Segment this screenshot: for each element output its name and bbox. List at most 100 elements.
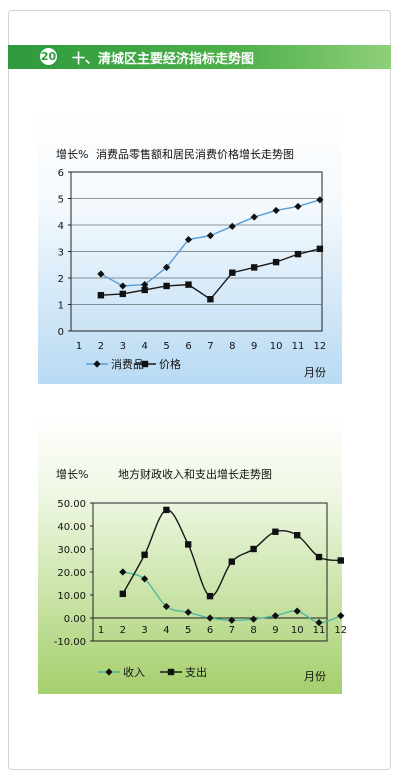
chart2-ytick-label: 10.00 (57, 591, 86, 602)
chart2-xlabel: 月份 (304, 670, 326, 683)
chart1-ytick-label: 4 (58, 221, 64, 232)
chart1-series-1-point (119, 282, 127, 290)
chart2-series-2-point (228, 558, 235, 565)
chart1-xtick-label: 4 (142, 341, 148, 352)
chart1-ytick-label: 3 (58, 248, 64, 259)
chart2-legend-2-marker (167, 668, 175, 676)
chart1-series-2-point (207, 296, 214, 303)
chart1-xtick-label: 2 (98, 341, 104, 352)
chart1-legend-1-marker (93, 360, 101, 368)
chart1-series-1-point (316, 196, 324, 204)
chart2-xtick-label: 12 (334, 625, 347, 636)
section-title: 十、清城区主要经济指标走势图 (72, 52, 255, 67)
chart2-ytick-label: -10.00 (54, 637, 86, 648)
chart2-legend-1-label: 收入 (123, 665, 145, 679)
chart2-series-2-point (315, 553, 323, 561)
chart1-xtick-label: 8 (229, 341, 235, 352)
chart2-ylabel: 增长% (56, 468, 89, 481)
chart1-series-1-point (184, 235, 193, 244)
chart1-series-2-point (316, 245, 324, 253)
chart2-series-2-point (294, 532, 301, 539)
chart2-xtick-label: 8 (250, 625, 256, 636)
chart1-xtick-label: 5 (163, 341, 169, 352)
chart1-ytick-label: 2 (58, 274, 64, 285)
chart1-legend-2-marker (141, 360, 149, 368)
chart2-ytick-label: 40.00 (57, 522, 86, 533)
chart2-series-2-line (122, 509, 341, 597)
chart2-series-1-point (206, 614, 214, 622)
chart1-series-2-point (163, 282, 170, 290)
chart2-series-1-point (337, 612, 345, 620)
chart2-series-2-point (337, 557, 344, 564)
chart1-xtick-label: 9 (251, 341, 257, 352)
chart2-series-2-point (119, 590, 126, 598)
chart1-series-1-point (294, 202, 302, 211)
chart2-series-2-point (185, 541, 192, 548)
chart2-xtick-label: 9 (272, 625, 278, 636)
chart2-series-2-point (272, 528, 279, 535)
chart-panel-retail-price (38, 108, 342, 384)
chart2-xtick-label: 10 (291, 625, 304, 636)
chart1-series-2-point (272, 258, 280, 266)
chart2-legend-1-marker (105, 668, 113, 676)
chart2-xtick-label: 4 (163, 625, 169, 636)
chart2-series-1-point (184, 608, 192, 616)
chart1-ytick-label: 0 (58, 327, 64, 338)
chart1-series-2-point (185, 281, 192, 288)
chart2-xtick-label: 2 (120, 625, 126, 636)
chart2-series-1-point (271, 612, 279, 620)
chart1-series-1-point (141, 281, 149, 289)
chart1-series-1-point (163, 263, 171, 271)
chart2-ytick-label: 30.00 (57, 545, 86, 556)
chart2-series-2-point (141, 551, 148, 558)
chart1-series-1-point (97, 270, 105, 278)
chart1-legend-2-label: 价格 (159, 357, 181, 371)
chart1-legend-1-label: 消费品 (111, 357, 144, 371)
chart1-ylabel: 增长% (56, 148, 89, 161)
chart2-ytick-label: 50.00 (57, 499, 86, 510)
chart2-series-1-point (162, 602, 170, 611)
chart1-series-1-point (272, 206, 280, 215)
chart1-series-2-point (294, 250, 302, 258)
chart1-xtick-label: 6 (185, 341, 191, 352)
chart2-series-2-point (250, 545, 257, 553)
chart1-ytick-label: 5 (58, 195, 64, 206)
chart2-xtick-label: 7 (229, 625, 235, 636)
chart1-xtick-label: 7 (207, 341, 213, 352)
chart-panel-fiscal (38, 414, 342, 694)
chart2-series-1-point (250, 615, 258, 623)
chart2-series-1-line (122, 571, 342, 624)
chart1-series-2-point (229, 269, 236, 276)
chart2-ytick-label: 20.00 (57, 568, 86, 579)
chart1-ytick-label: 1 (58, 301, 64, 312)
chart2-xtick-label: 5 (185, 625, 191, 636)
chart1-series-1-point (228, 222, 236, 230)
chart1-xtick-label: 11 (292, 341, 305, 352)
chart2-xtick-label: 11 (313, 625, 326, 636)
chart1-series-1-point (206, 232, 214, 240)
section-header-bar (8, 45, 391, 69)
section-number-badge: 20 (38, 46, 59, 67)
chart1-xtick-label: 1 (76, 341, 82, 352)
chart2-series-1-point (228, 616, 236, 624)
chart1-xtick-label: 10 (270, 341, 283, 352)
chart2-xtick-label: 3 (141, 625, 147, 636)
chart1-title: 消费品零售额和居民消费价格增长走势图 (96, 148, 294, 161)
chart2-series-2-point (163, 506, 170, 514)
chart2-xtick-label: 6 (207, 625, 213, 636)
chart2-series-1-point (141, 575, 149, 583)
chart1-ytick-label: 6 (58, 168, 64, 179)
chart1-xtick-label: 3 (120, 341, 126, 352)
chart2-series-2-point (206, 592, 214, 600)
page-frame (8, 10, 391, 770)
chart1-series-2-point (119, 290, 126, 298)
chart2-series-1-point (293, 607, 301, 615)
chart1-xlabel: 月份 (304, 366, 326, 379)
chart1-series-2-point (141, 286, 148, 294)
chart1-series-2-point (251, 264, 258, 271)
chart2-ytick-label: 0.00 (64, 614, 86, 625)
chart2-title: 地方财政收入和支出增长走势图 (118, 468, 272, 481)
chart2-series-1-point (315, 619, 323, 627)
